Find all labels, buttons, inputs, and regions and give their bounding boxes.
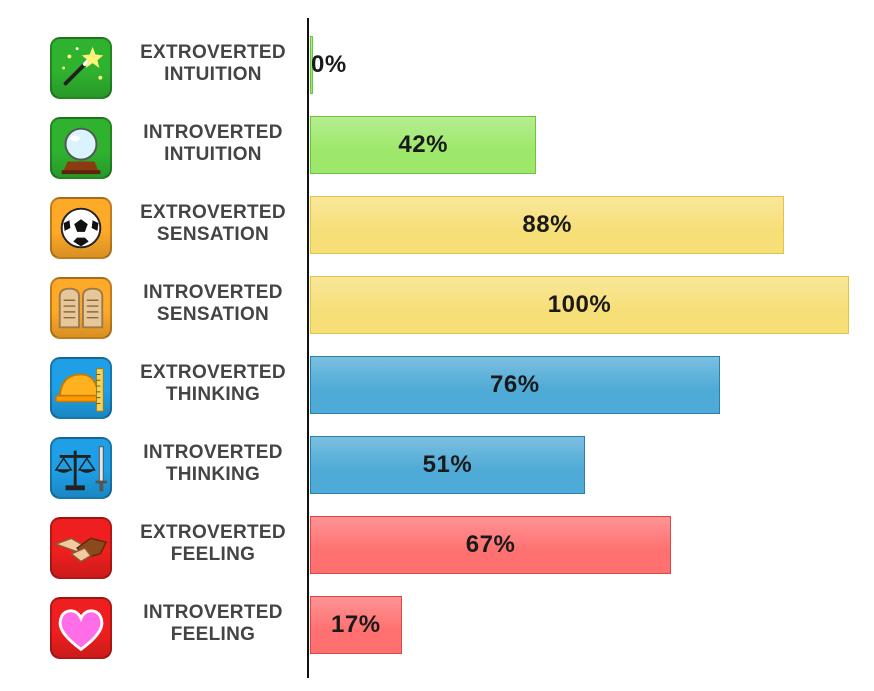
category-label: EXTROVERTED FEELING	[126, 522, 300, 566]
bar	[310, 516, 672, 574]
chart-row: EXTROVERTED FEELING 67%	[0, 500, 874, 580]
category-label: INTROVERTED THINKING	[126, 442, 300, 486]
category-label-line: FEELING	[170, 544, 256, 565]
category-label-line: EXTROVERTED	[140, 362, 286, 383]
bar-value-label: 88%	[522, 211, 572, 238]
category-label-line: INTROVERTED	[143, 442, 283, 463]
bar	[310, 116, 537, 174]
y-axis-line	[307, 18, 309, 678]
category-label-line: INTROVERTED	[143, 282, 283, 303]
bar-value-label: 76%	[490, 371, 540, 398]
category-label: EXTROVERTED THINKING	[126, 362, 300, 406]
bar	[310, 276, 849, 334]
scales-sword-icon	[50, 437, 112, 499]
bar-value-label: 17%	[331, 611, 381, 638]
category-label: INTROVERTED FEELING	[126, 602, 300, 646]
heart-icon	[50, 597, 112, 659]
bar-value-label: 0%	[311, 51, 347, 78]
stone-tablets-icon	[50, 277, 112, 339]
bar-value-label: 100%	[547, 291, 612, 318]
category-label-line: INTUITION	[164, 144, 262, 165]
category-label-line: FEELING	[170, 624, 256, 645]
handshake-icon	[50, 517, 112, 579]
chart-row: INTROVERTED INTUITION 42%	[0, 100, 874, 180]
category-label-line: EXTROVERTED	[140, 522, 286, 543]
category-label-line: SENSATION	[156, 224, 270, 245]
chart-row: EXTROVERTED SENSATION 88%	[0, 180, 874, 260]
chart-row: INTROVERTED SENSATION 100%	[0, 260, 874, 340]
chart-row: INTROVERTED FEELING 17%	[0, 580, 874, 660]
category-label-line: THINKING	[165, 384, 261, 405]
chart-row: INTROVERTED THINKING 51%	[0, 420, 874, 500]
bar-value-label: 51%	[422, 451, 473, 478]
bar	[310, 196, 785, 254]
category-label-line: THINKING	[165, 464, 261, 485]
hard-hat-ruler-icon	[50, 357, 112, 419]
bar	[310, 356, 720, 414]
category-label: INTROVERTED INTUITION	[126, 122, 300, 166]
chart-row: EXTROVERTED INTUITION 0%	[0, 20, 874, 100]
bar	[310, 596, 402, 654]
category-label-line: EXTROVERTED	[140, 42, 286, 63]
bar-value-label: 67%	[465, 531, 516, 558]
category-label: EXTROVERTED INTUITION	[126, 42, 300, 86]
bar	[310, 436, 585, 494]
crystal-ball-icon	[50, 117, 112, 179]
magic-wand-icon	[50, 37, 112, 99]
soccer-ball-icon	[50, 197, 112, 259]
category-label-line: SENSATION	[156, 304, 270, 325]
category-label-line: EXTROVERTED	[140, 202, 286, 223]
bar-value-label: 42%	[398, 131, 448, 158]
category-label-line: INTROVERTED	[143, 602, 283, 623]
category-label-line: INTUITION	[164, 64, 262, 85]
category-label-line: INTROVERTED	[143, 122, 283, 143]
bar	[310, 36, 313, 94]
category-label: INTROVERTED SENSATION	[126, 282, 300, 326]
chart-row: EXTROVERTED THINKING 76%	[0, 340, 874, 420]
category-label: EXTROVERTED SENSATION	[126, 202, 300, 246]
